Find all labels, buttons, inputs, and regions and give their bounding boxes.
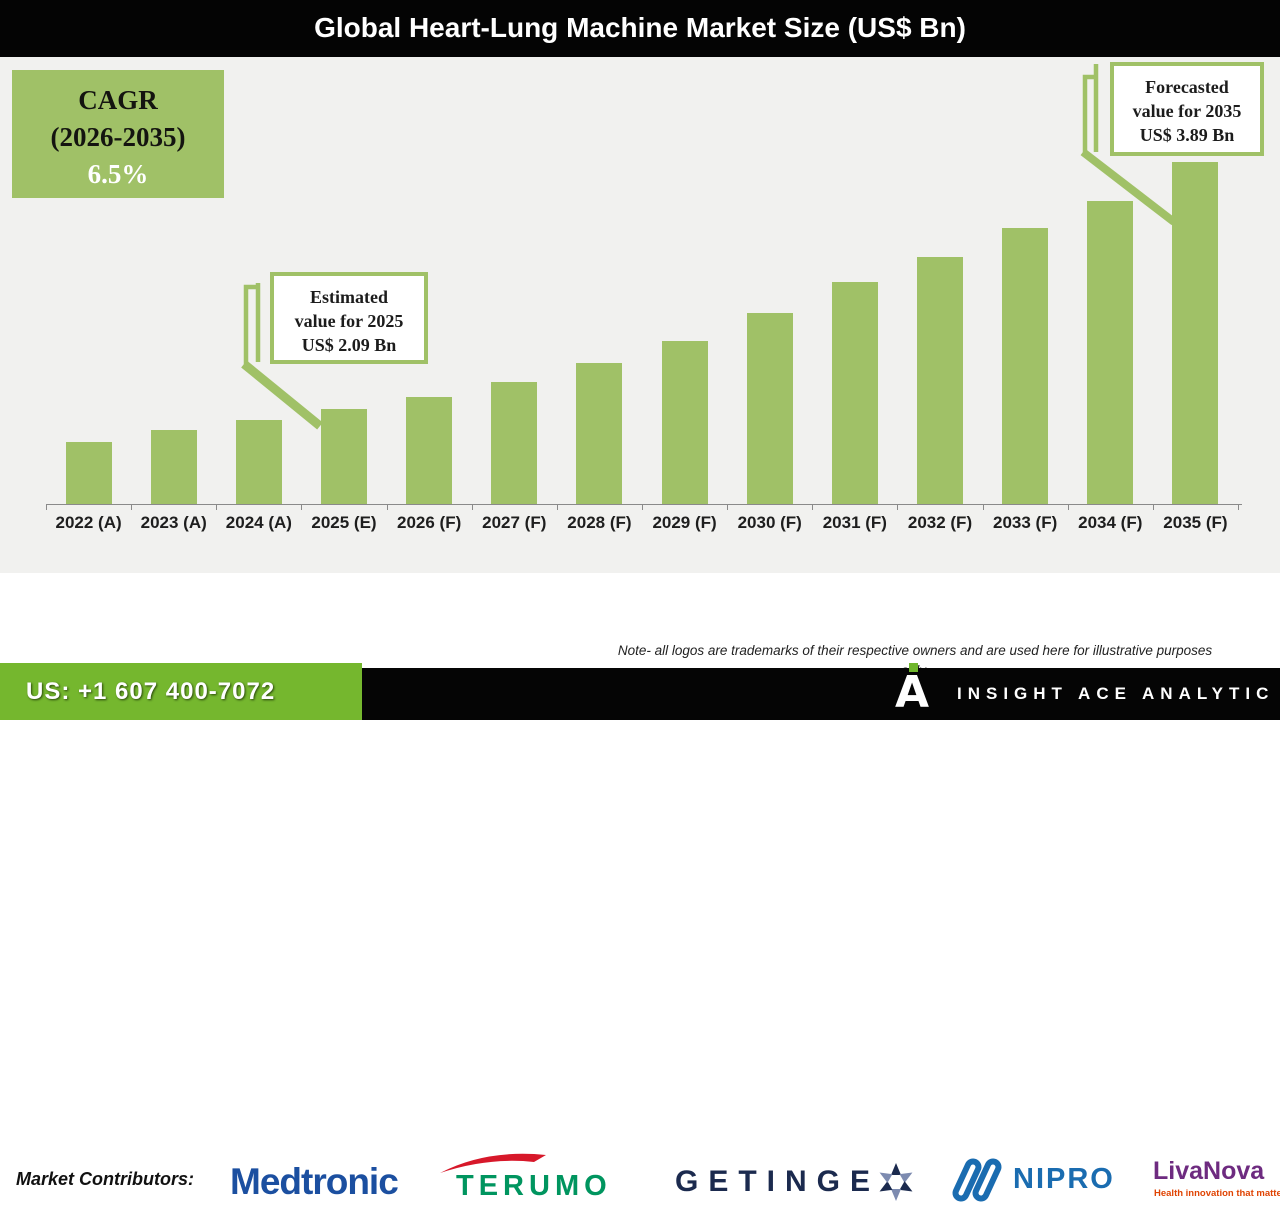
- cagr-label: CAGR: [78, 85, 158, 115]
- bar-2023 (A): [150, 430, 197, 504]
- x-label-2031 (F): 2031 (F): [822, 513, 887, 532]
- x-axis-tick: [1068, 505, 1069, 510]
- bar-2022 (A): [65, 442, 112, 504]
- x-axis-tick: [46, 505, 47, 510]
- estimated-line1: Estimated: [310, 287, 388, 307]
- bar-2029 (F): [661, 341, 708, 504]
- title-bar: Global Heart-Lung Machine Market Size (U…: [0, 0, 1280, 57]
- bar-2028 (F): [576, 363, 623, 504]
- x-axis-tick: [1238, 505, 1239, 510]
- estimated-value: US$ 2.09 Bn: [301, 335, 397, 355]
- x-label-2033 (F): 2033 (F): [993, 513, 1058, 532]
- bar-2025 (E): [321, 409, 367, 504]
- insightace-logo-icon: A: [895, 667, 930, 718]
- getinge-wordmark: GETINGE: [675, 1165, 881, 1198]
- x-axis-tick: [1153, 505, 1154, 510]
- insightace-logo-dot: [909, 663, 918, 672]
- medtronic-wordmark: Medtronic: [230, 1161, 399, 1202]
- forecasted-value-callout: Forecasted value for 2035 US$ 3.89 Bn: [1110, 62, 1264, 156]
- bar-2031 (F): [831, 282, 878, 504]
- x-label-2030 (F): 2030 (F): [737, 513, 802, 532]
- x-label-2027 (F): 2027 (F): [482, 513, 547, 532]
- x-label-2025 (E): 2025 (E): [311, 513, 377, 532]
- cagr-box: CAGR (2026-2035) 6.5%: [12, 70, 224, 198]
- forecasted-line1: Forecasted: [1145, 77, 1229, 97]
- nipro-logo: NIPRO: [945, 1155, 1130, 1210]
- getinge-star-icon: [879, 1163, 913, 1201]
- x-label-2023 (A): 2023 (A): [140, 513, 207, 532]
- page-title: Global Heart-Lung Machine Market Size (U…: [314, 12, 966, 43]
- bar-2027 (F): [491, 382, 538, 504]
- nipro-mark-icon: [952, 1158, 1002, 1202]
- bar-2024 (A): [235, 420, 282, 504]
- x-axis-tick: [642, 505, 643, 510]
- medtronic-logo: Medtronic: [230, 1161, 399, 1203]
- footer-phone: US: +1 607 400-7072: [0, 663, 362, 720]
- x-axis-tick: [557, 505, 558, 510]
- cagr-period: (2026-2035): [50, 122, 186, 152]
- x-axis-tick: [727, 505, 728, 510]
- livanova-tagline: Health innovation that matters: [1154, 1188, 1280, 1199]
- terumo-wordmark: TERUMO: [456, 1170, 612, 1202]
- trademark-note-line1: Note- all logos are trademarks of their …: [617, 643, 1213, 658]
- bar-2032 (F): [917, 257, 963, 504]
- estimated-value-callout: Estimated value for 2025 US$ 2.09 Bn: [270, 272, 428, 364]
- x-label-2022 (A): 2022 (A): [55, 513, 122, 532]
- x-label-2029 (F): 2029 (F): [652, 513, 717, 532]
- x-axis-tick: [472, 505, 473, 510]
- x-label-2026 (F): 2026 (F): [397, 513, 462, 532]
- forecasted-line2: value for 2035: [1132, 101, 1242, 121]
- market-contributors-label: Market Contributors:: [16, 1169, 195, 1189]
- x-label-2028 (F): 2028 (F): [567, 513, 632, 532]
- insightace-brand-name: INSIGHT ACE ANALYTIC: [957, 684, 1275, 703]
- estimated-line2: value for 2025: [294, 311, 404, 331]
- x-axis-tick: [387, 505, 388, 510]
- bar-2034 (F): [1087, 201, 1134, 504]
- nipro-wordmark: NIPRO: [1013, 1163, 1115, 1195]
- x-axis-tick: [983, 505, 984, 510]
- forecasted-value: US$ 3.89 Bn: [1139, 125, 1235, 145]
- x-label-2024 (A): 2024 (A): [225, 513, 292, 532]
- x-label-2032 (F): 2032 (F): [907, 513, 973, 532]
- x-axis-line: [46, 504, 1242, 505]
- getinge-logo: GETINGE: [675, 1163, 915, 1208]
- x-axis-tick: [216, 505, 217, 510]
- terumo-logo: TERUMO: [438, 1153, 648, 1203]
- x-label-2034 (F): 2034 (F): [1078, 513, 1143, 532]
- x-axis-tick: [301, 505, 302, 510]
- bar-2035 (F): [1172, 162, 1219, 504]
- x-axis-tick: [812, 505, 813, 510]
- livanova-logo: LivaNova Health innovation that matters: [1153, 1157, 1280, 1205]
- x-axis-tick: [897, 505, 898, 510]
- x-label-2035 (F): 2035 (F): [1163, 513, 1228, 532]
- cagr-value: 6.5%: [87, 159, 149, 189]
- x-axis-tick: [131, 505, 132, 510]
- bar-2033 (F): [1002, 228, 1049, 504]
- bar-2026 (F): [406, 397, 453, 504]
- livanova-wordmark: LivaNova: [1153, 1157, 1265, 1185]
- bar-2030 (F): [746, 313, 793, 504]
